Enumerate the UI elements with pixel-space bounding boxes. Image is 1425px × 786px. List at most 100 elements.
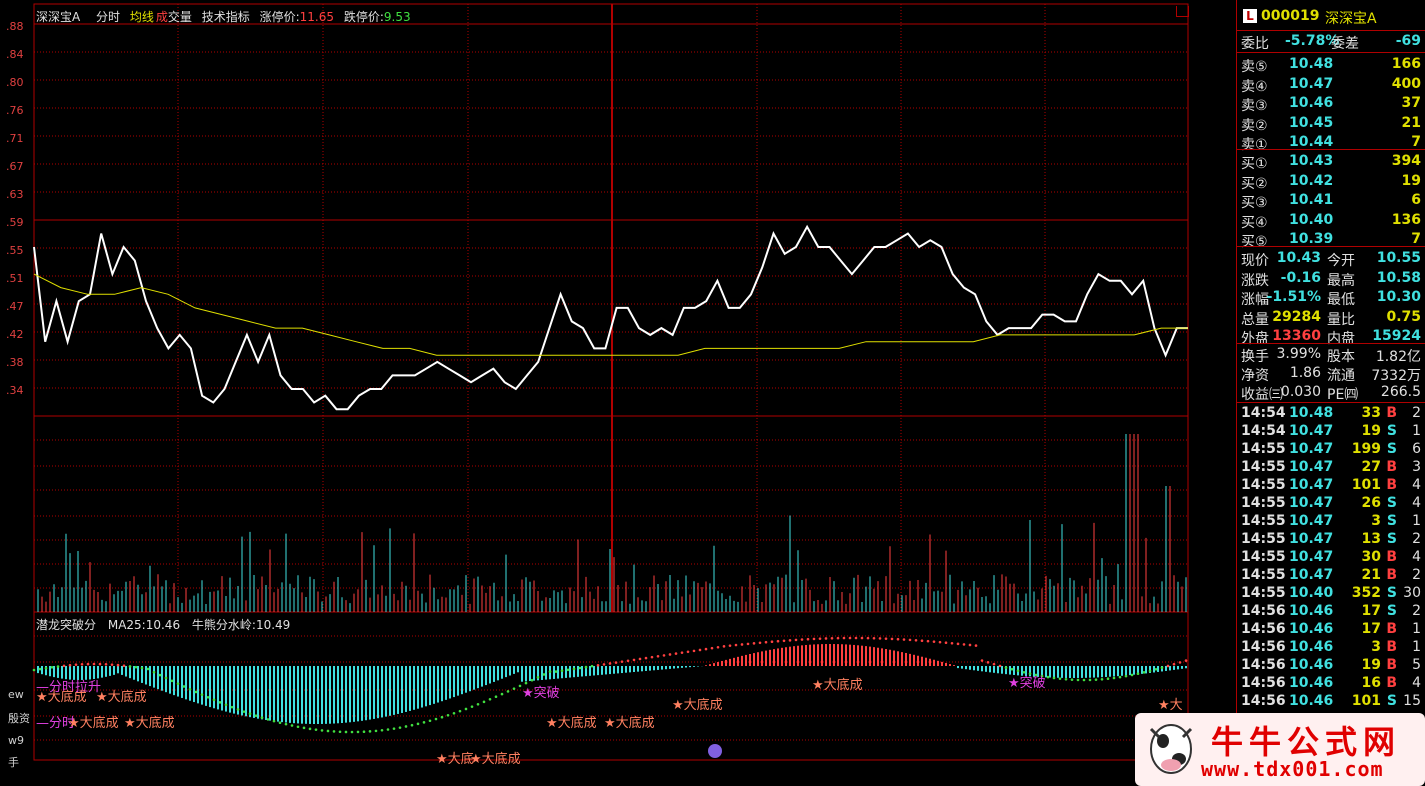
ma-dot	[848, 636, 852, 640]
tick-volume: 101	[1351, 477, 1381, 493]
side-label: 殷资	[8, 712, 30, 725]
tick-volume: 26	[1361, 495, 1381, 511]
ma-dot	[908, 638, 912, 642]
ma-dot	[308, 727, 312, 731]
order-volume: 7	[1411, 231, 1421, 247]
ma-dot	[464, 707, 468, 711]
watermark-url: www.tdx001.com	[1201, 757, 1384, 781]
intraday-chart[interactable]: 深深宝A 分时 均线 成交量 技术指标 涨停价:11.65 跌停价:9.53 .8…	[0, 0, 1232, 786]
tick-count: 4	[1412, 495, 1421, 511]
ma-dot	[860, 636, 864, 640]
ma-dot	[1130, 673, 1134, 677]
ma-dot	[86, 662, 90, 666]
ma-dot	[512, 687, 516, 690]
tick-row: 14:55 10.47 30 B 4	[1241, 549, 1421, 567]
chart-canvas[interactable]	[0, 0, 1232, 786]
ma-dot	[956, 642, 960, 646]
ma-dot	[866, 636, 870, 640]
ma-dot	[50, 665, 54, 669]
ma-dot	[254, 714, 258, 718]
ma-dot	[1028, 672, 1032, 675]
ma-dot	[1184, 659, 1188, 662]
tick-count: 2	[1412, 603, 1421, 619]
ma-dot	[188, 687, 192, 691]
fund-row: 收益㈢ 0.030 PE㈣ 266.5	[1241, 384, 1421, 403]
fund-value: 3.99%	[1276, 346, 1321, 362]
ma-dot	[722, 645, 726, 648]
ma-dot	[32, 668, 36, 672]
tick-volume: 19	[1361, 657, 1381, 673]
fund-label: PE㈣	[1327, 387, 1359, 403]
tick-price: 10.47	[1289, 567, 1334, 583]
tick-row: 14:56 10.46 19 B 5	[1241, 657, 1421, 675]
ma-dot	[440, 715, 444, 719]
fund-value: 1.86	[1289, 365, 1321, 381]
ma-dot	[968, 643, 972, 647]
ma-dot	[632, 658, 636, 662]
ma-dot	[608, 662, 612, 665]
ma-dot	[854, 636, 858, 640]
tech-indicator-label[interactable]: 技术指标	[201, 10, 250, 24]
ma-dot	[734, 643, 738, 647]
stock-title-row: L 000019 深深宝A	[1241, 8, 1421, 27]
tick-row: 14:55 10.47 13 S 2	[1241, 531, 1421, 549]
order-label: 买①	[1241, 156, 1268, 172]
stat-label: 外盘	[1241, 331, 1269, 347]
stat-value: 10.43	[1276, 250, 1321, 266]
signal-label: ★大底成	[470, 752, 521, 767]
order-price: 10.48	[1289, 56, 1334, 72]
ma-dot	[1106, 677, 1110, 681]
tick-time: 14:56	[1241, 639, 1286, 655]
ma-dot	[1016, 669, 1020, 673]
ma-dot	[80, 663, 84, 666]
tick-volume: 352	[1351, 585, 1381, 601]
ma-dot	[1142, 671, 1146, 674]
sell-row: 卖② 10.45 21	[1241, 115, 1421, 134]
window-corner-icon[interactable]	[1176, 6, 1189, 17]
ma-dot	[752, 642, 756, 645]
tick-time: 14:56	[1241, 657, 1286, 673]
tick-price: 10.46	[1289, 639, 1334, 655]
signal-label: ★大底	[436, 752, 474, 767]
ma-dot	[158, 673, 162, 677]
ma-dot	[98, 662, 102, 666]
mode-label[interactable]: 分时	[96, 10, 121, 24]
signal-label: ★突破	[1008, 676, 1046, 691]
tick-time: 14:55	[1241, 441, 1286, 457]
ma-dot	[452, 711, 456, 715]
buy-row: 买② 10.42 19	[1241, 173, 1421, 192]
ma-dot	[1046, 675, 1050, 679]
ma-dot	[878, 637, 882, 640]
ma-dot	[800, 638, 804, 641]
ma-dot	[686, 650, 690, 654]
ma-dot	[692, 649, 696, 653]
ma-dot	[530, 678, 534, 682]
tick-side: S	[1386, 423, 1397, 439]
order-price: 10.39	[1289, 231, 1334, 247]
ma-dot	[140, 666, 144, 670]
tick-time: 14:54	[1241, 405, 1286, 421]
tick-row: 14:55 10.47 101 B 4	[1241, 477, 1421, 495]
stat-row: 现价 10.43 今开 10.55	[1241, 250, 1421, 269]
ma-dot	[896, 637, 900, 641]
order-label: 卖①	[1241, 137, 1268, 153]
volume-label: 交量	[167, 10, 192, 24]
order-label: 卖③	[1241, 98, 1268, 114]
tick-side: B	[1386, 639, 1397, 655]
signal-label: ★大底成	[68, 716, 119, 731]
ma-dot	[638, 657, 642, 661]
tick-time: 14:55	[1241, 495, 1286, 511]
tick-side: B	[1386, 657, 1397, 673]
stat-label: 总量	[1241, 311, 1269, 328]
tick-count: 15	[1403, 693, 1421, 709]
ma-dot	[914, 638, 918, 642]
signal-label: ★大底成	[546, 716, 597, 731]
limit-up-value: 11.65	[299, 10, 335, 24]
ma-dot	[1064, 677, 1068, 681]
tick-side: S	[1386, 513, 1397, 529]
tick-volume: 101	[1351, 693, 1381, 709]
fund-value: 0.030	[1280, 384, 1321, 400]
signal-label: ★大底成	[604, 716, 655, 731]
tick-count: 1	[1412, 513, 1421, 529]
ma-dot	[944, 641, 948, 645]
